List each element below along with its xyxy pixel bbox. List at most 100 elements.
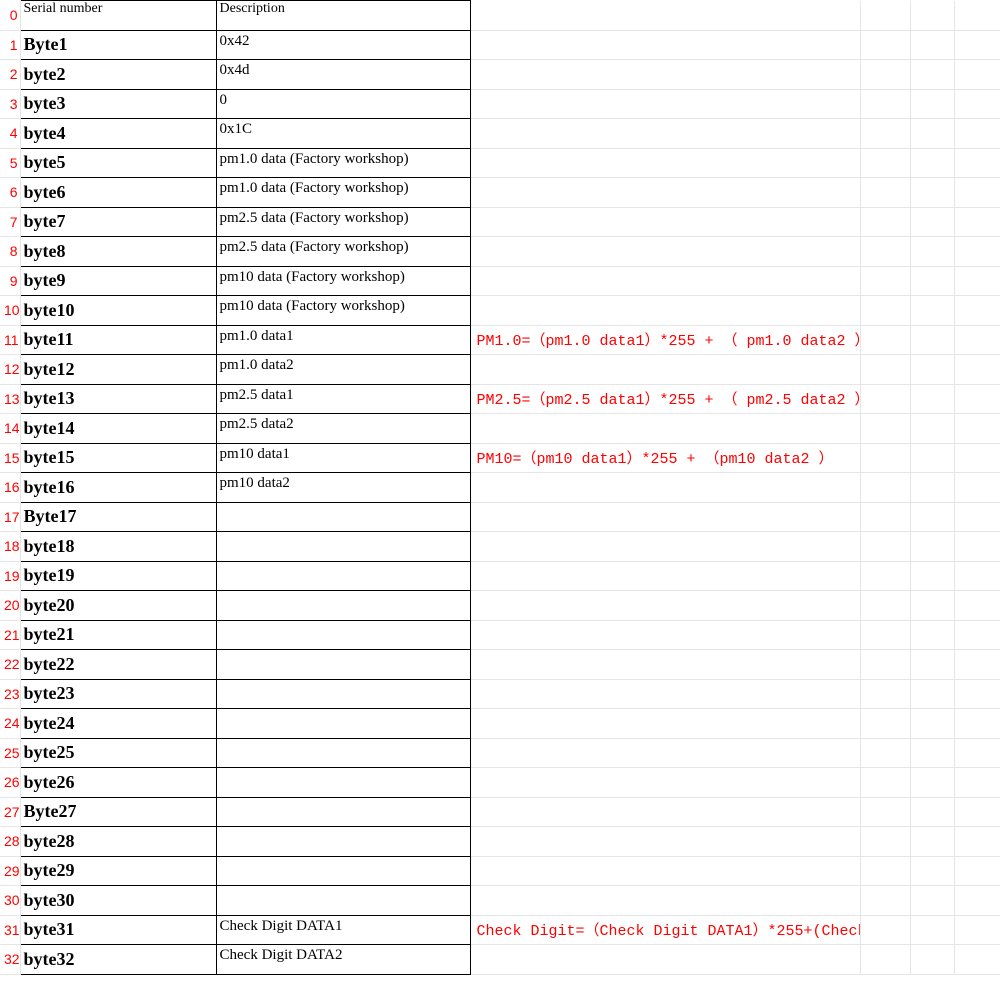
cell-description: 0x42	[216, 30, 470, 60]
cell-blank-f	[910, 119, 954, 149]
cell-serial: byte12	[20, 355, 216, 385]
table-row: 21byte21	[0, 620, 1000, 650]
cell-blank-e	[860, 915, 910, 945]
cell-blank-e	[860, 679, 910, 709]
cell-description	[216, 650, 470, 680]
cell-blank-e	[860, 738, 910, 768]
table-row: 30byte30	[0, 886, 1000, 916]
cell-blank-e	[860, 355, 910, 385]
cell-blank-f	[910, 148, 954, 178]
cell-blank-e	[860, 502, 910, 532]
cell-blank-g	[954, 620, 1000, 650]
cell-blank-g	[954, 384, 1000, 414]
cell-formula	[470, 768, 860, 798]
table-header-row: 0Serial numberDescription	[0, 1, 1000, 31]
cell-description: pm10 data2	[216, 473, 470, 503]
cell-serial: byte31	[20, 915, 216, 945]
cell-blank-f	[910, 650, 954, 680]
cell-serial: Byte1	[20, 30, 216, 60]
table-row: 19byte19	[0, 561, 1000, 591]
header-formula	[470, 1, 860, 31]
cell-serial: byte5	[20, 148, 216, 178]
row-index: 18	[0, 532, 20, 562]
cell-blank-f	[910, 443, 954, 473]
cell-description	[216, 620, 470, 650]
cell-blank-f	[910, 207, 954, 237]
cell-blank-g	[954, 178, 1000, 208]
cell-blank-e	[860, 207, 910, 237]
cell-serial: byte18	[20, 532, 216, 562]
table-row: 16byte16pm10 data2	[0, 473, 1000, 503]
cell-blank-e	[860, 325, 910, 355]
cell-blank-g	[954, 532, 1000, 562]
cell-blank-e	[860, 886, 910, 916]
cell-description: pm10 data (Factory workshop)	[216, 296, 470, 326]
cell-formula	[470, 591, 860, 621]
cell-blank-f	[910, 266, 954, 296]
cell-blank-g	[954, 502, 1000, 532]
row-index: 6	[0, 178, 20, 208]
row-index: 28	[0, 827, 20, 857]
cell-blank-e	[860, 473, 910, 503]
cell-blank-e	[860, 148, 910, 178]
cell-formula	[470, 945, 860, 975]
cell-blank-g	[954, 266, 1000, 296]
table-row: 18byte18	[0, 532, 1000, 562]
cell-formula	[470, 207, 860, 237]
cell-description	[216, 532, 470, 562]
row-index: 11	[0, 325, 20, 355]
cell-serial: byte8	[20, 237, 216, 267]
row-index: 26	[0, 768, 20, 798]
cell-serial: byte3	[20, 89, 216, 119]
cell-serial: byte2	[20, 60, 216, 90]
cell-blank-f	[910, 797, 954, 827]
cell-serial: byte19	[20, 561, 216, 591]
cell-description	[216, 856, 470, 886]
table-row: 10byte10pm10 data (Factory workshop)	[0, 296, 1000, 326]
table-row: 11byte11pm1.0 data1PM1.0=（pm1.0 data1）*2…	[0, 325, 1000, 355]
table-row: 2byte20x4d	[0, 60, 1000, 90]
cell-formula	[470, 266, 860, 296]
cell-formula	[470, 738, 860, 768]
cell-description	[216, 768, 470, 798]
cell-blank-g	[954, 561, 1000, 591]
cell-blank-g	[954, 30, 1000, 60]
cell-blank-e	[860, 296, 910, 326]
cell-blank-e	[860, 620, 910, 650]
row-index: 13	[0, 384, 20, 414]
cell-blank-e	[860, 561, 910, 591]
cell-formula	[470, 532, 860, 562]
cell-formula	[470, 561, 860, 591]
cell-blank-f	[910, 414, 954, 444]
table-row: 26byte26	[0, 768, 1000, 798]
row-index: 14	[0, 414, 20, 444]
cell-blank-f	[910, 296, 954, 326]
row-index: 1	[0, 30, 20, 60]
cell-serial: byte26	[20, 768, 216, 798]
cell-description: 0x1C	[216, 119, 470, 149]
cell-blank-e	[860, 709, 910, 739]
cell-formula: PM2.5=（pm2.5 data1）*255 + （ pm2.5 data2 …	[470, 384, 860, 414]
cell-blank-g	[954, 60, 1000, 90]
cell-formula	[470, 679, 860, 709]
row-index: 31	[0, 915, 20, 945]
cell-serial: Byte27	[20, 797, 216, 827]
cell-blank-f	[910, 561, 954, 591]
cell-blank-g	[954, 296, 1000, 326]
cell-description	[216, 886, 470, 916]
cell-formula	[470, 414, 860, 444]
cell-blank-f	[910, 620, 954, 650]
cell-blank-e	[860, 591, 910, 621]
table-row: 13byte13pm2.5 data1PM2.5=（pm2.5 data1）*2…	[0, 384, 1000, 414]
table-row: 29byte29	[0, 856, 1000, 886]
cell-formula	[470, 620, 860, 650]
table-row: 4byte40x1C	[0, 119, 1000, 149]
cell-blank-f	[910, 709, 954, 739]
cell-formula	[470, 296, 860, 326]
cell-formula	[470, 473, 860, 503]
row-index: 20	[0, 591, 20, 621]
cell-formula	[470, 89, 860, 119]
cell-blank-g	[954, 827, 1000, 857]
cell-blank-e	[860, 89, 910, 119]
cell-blank-g	[954, 945, 1000, 975]
